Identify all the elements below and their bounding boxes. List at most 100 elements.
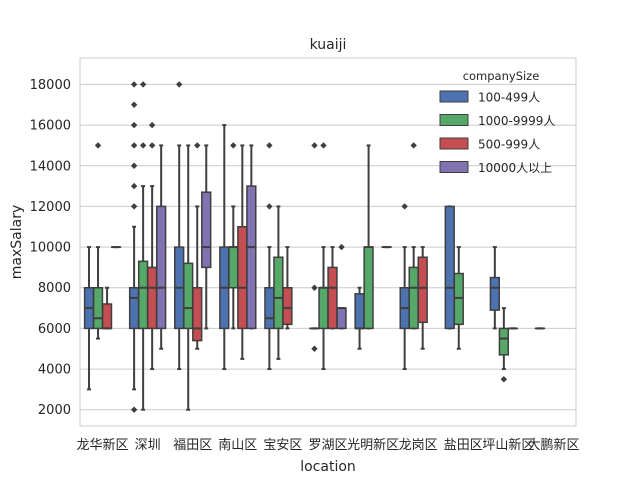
box-body xyxy=(408,266,419,330)
outlier-point xyxy=(320,142,327,149)
chart-title: kuaiji xyxy=(310,37,347,53)
outlier-point xyxy=(139,142,147,149)
x-tick-label: 深圳 xyxy=(135,438,161,453)
outlier-point xyxy=(130,142,138,149)
x-tick-label: 大鹏新区 xyxy=(527,437,579,453)
y-tick-label: 6000 xyxy=(38,322,71,337)
outlier-point xyxy=(130,162,138,169)
x-tick-label: 龙华新区 xyxy=(77,437,129,453)
box-1-8 xyxy=(453,246,464,350)
box-body xyxy=(489,276,501,311)
outlier-point xyxy=(338,243,345,251)
outlier-point xyxy=(266,142,273,149)
box-1-9 xyxy=(498,307,510,383)
box-3-2 xyxy=(201,144,212,330)
series-3 xyxy=(110,144,392,350)
box-2-7 xyxy=(417,246,428,350)
box-1-0 xyxy=(92,142,104,340)
box-2-1 xyxy=(146,121,158,371)
legend-swatch xyxy=(439,161,469,173)
y-tick-label: 12000 xyxy=(30,200,71,215)
box-1-7 xyxy=(408,142,419,330)
box-body xyxy=(228,246,239,289)
box-body xyxy=(237,226,248,330)
box-body xyxy=(327,266,338,330)
box-body xyxy=(273,256,284,330)
box-series xyxy=(83,81,546,413)
y-axis-ticks: 2000 4000 6000 8000 10000 12000 14000 16000 1800… xyxy=(30,78,71,418)
outlier-point xyxy=(139,81,147,88)
box-0-0 xyxy=(83,246,95,391)
outlier-point xyxy=(130,406,138,413)
legend-swatch xyxy=(439,90,469,103)
box-0-9 xyxy=(489,246,501,330)
legend-item-0: 100-499人 xyxy=(439,90,540,105)
legend-label: 10000人以上 xyxy=(478,161,552,175)
box-body xyxy=(246,185,257,330)
box-0-6 xyxy=(354,286,365,350)
x-tick-label: 福田区 xyxy=(173,438,212,453)
grid-lines xyxy=(80,83,576,411)
box-0-5 xyxy=(309,142,320,352)
series-1 xyxy=(92,81,510,411)
outlier-point xyxy=(94,142,102,149)
y-axis-title: maxSalary xyxy=(9,205,25,279)
box-body xyxy=(264,286,275,330)
legend: companySize 100-499人 1000-9999人 500-999人 10… xyxy=(439,69,555,175)
outlier-point xyxy=(311,284,318,291)
outlier-point xyxy=(410,142,417,149)
x-tick-label: 盐田区 xyxy=(444,438,483,453)
legend-item-1: 1000-9999人 xyxy=(439,114,555,128)
box-body xyxy=(192,286,203,342)
box-2-4 xyxy=(282,246,293,330)
plot-frame xyxy=(79,57,577,427)
box-2-0 xyxy=(101,286,113,330)
x-axis-title: location xyxy=(300,459,356,475)
box-body xyxy=(354,293,365,330)
x-tick-label: 坪山新区 xyxy=(482,437,534,453)
box-1-6 xyxy=(363,144,374,330)
legend-item-3: 10000人以上 xyxy=(439,161,552,175)
legend-swatch xyxy=(439,114,469,126)
box-body xyxy=(128,286,140,330)
x-tick-label: 宝安区 xyxy=(263,438,302,453)
y-tick-label: 18000 xyxy=(30,78,71,93)
outlier-point xyxy=(311,345,318,352)
box-2-3 xyxy=(237,144,248,360)
box-body xyxy=(137,260,149,330)
box-body xyxy=(282,286,293,326)
outlier-point xyxy=(266,203,273,210)
box-0-2 xyxy=(174,81,185,371)
y-tick-label: 8000 xyxy=(38,281,71,296)
x-tick-label: 龙岗区 xyxy=(399,438,438,453)
outlier-point xyxy=(130,121,138,129)
box-0-7 xyxy=(399,203,410,371)
legend-title: companySize xyxy=(463,69,540,83)
y-tick-label: 14000 xyxy=(30,159,71,174)
outlier-point xyxy=(148,121,156,129)
outlier-point xyxy=(130,182,138,190)
outlier-point xyxy=(230,142,237,149)
box-body xyxy=(444,205,455,330)
outlier-point xyxy=(401,203,408,210)
box-body xyxy=(101,303,113,330)
box-3-3 xyxy=(246,144,257,330)
box-0-3 xyxy=(219,124,230,371)
box-0-1 xyxy=(128,81,140,413)
box-body xyxy=(146,266,158,330)
outlier-point xyxy=(194,142,201,149)
box-1-2 xyxy=(183,144,194,411)
series-2 xyxy=(101,121,519,371)
box-body xyxy=(498,327,510,356)
box-body xyxy=(183,262,194,330)
box-body xyxy=(92,286,104,330)
x-tick-label: 南山区 xyxy=(218,437,257,453)
legend-swatch xyxy=(439,137,469,150)
outlier-point xyxy=(500,376,508,383)
outlier-point xyxy=(130,101,138,108)
x-tick-label: 罗湖区 xyxy=(308,438,347,453)
box-1-4 xyxy=(273,205,284,360)
box-0-4 xyxy=(264,142,275,371)
outlier-point xyxy=(130,81,138,88)
legend-item-2: 500-999人 xyxy=(439,137,540,152)
